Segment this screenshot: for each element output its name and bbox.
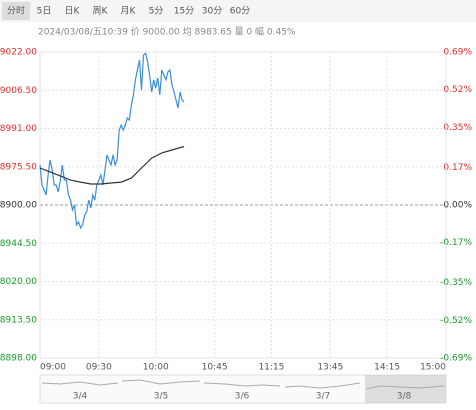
y-tick-label: 8020.00 <box>0 277 37 287</box>
x-tick-label: 10:00 <box>143 363 169 373</box>
y2-tick-label: 0.00% <box>443 201 472 211</box>
navigator-selection[interactable] <box>365 375 446 403</box>
tab-active[interactable] <box>2 2 30 20</box>
navigator-sparkline <box>41 379 445 390</box>
tab[interactable]: 5日 <box>37 6 52 17</box>
tab[interactable]: 日K <box>65 6 81 17</box>
y2-tick-label: -0.52% <box>440 316 472 326</box>
tab[interactable]: 月K <box>121 6 137 17</box>
tab[interactable]: 周K <box>93 6 109 17</box>
y2-tick-label: 0.69% <box>443 48 472 58</box>
y-tick-label: 9006.50 <box>0 86 37 96</box>
tab[interactable]: 5分 <box>149 6 164 17</box>
y2-tick-label: -0.35% <box>440 278 472 288</box>
tab-bar <box>0 0 476 22</box>
tab[interactable]: 15分 <box>174 6 194 17</box>
y-tick-label: 8900.00 <box>0 201 37 211</box>
navigator-label[interactable]: 3/7 <box>316 392 330 402</box>
series-line <box>39 52 185 230</box>
navigator-label[interactable]: 3/4 <box>73 392 88 402</box>
navigator-label[interactable]: 3/8 <box>397 392 412 402</box>
series-line <box>39 146 185 185</box>
y-tick-label: 8944.50 <box>0 239 37 249</box>
y-tick-label: 8898.00 <box>0 354 37 364</box>
y2-tick-label: 0.17% <box>443 163 472 173</box>
x-tick-label: 14:15 <box>374 363 400 373</box>
y2-tick-label: 0.35% <box>443 123 472 133</box>
y-tick-label: 8913.50 <box>0 315 37 325</box>
navigator-label[interactable]: 3/5 <box>154 392 168 402</box>
y-tick-label: 8975.50 <box>0 162 37 172</box>
tab[interactable]: 30分 <box>202 6 222 17</box>
x-tick-label: 15:00 <box>420 363 446 373</box>
tab[interactable]: 60分 <box>230 6 250 17</box>
navigator-label[interactable]: 3/6 <box>235 392 250 402</box>
x-tick-label: 09:00 <box>40 363 66 373</box>
y-tick-label: 9022.00 <box>0 48 37 58</box>
info-line: 2024/03/08/五10:39 价 9000.00 均 8983.65 量 … <box>38 26 296 38</box>
x-tick-label: 10:45 <box>202 363 228 373</box>
y2-tick-label: -0.17% <box>440 238 472 248</box>
y-tick-label: 8991.00 <box>0 124 37 134</box>
x-tick-label: 11:15 <box>258 363 284 373</box>
y2-tick-label: 0.52% <box>443 85 472 95</box>
y2-tick-label: -0.69% <box>440 354 472 364</box>
tab[interactable]: 分时 <box>7 5 25 17</box>
x-tick-label: 09:30 <box>86 363 112 373</box>
x-tick-label: 13:45 <box>317 363 343 373</box>
